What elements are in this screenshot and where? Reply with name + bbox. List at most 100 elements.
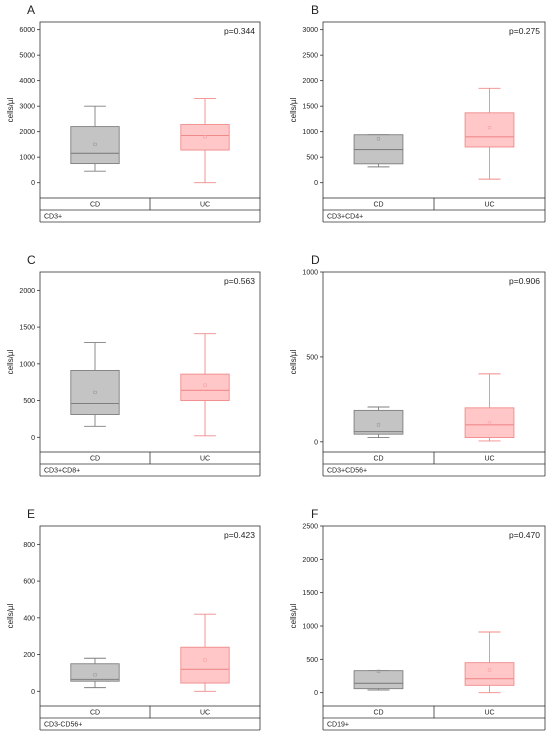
group-label: CD3+: [44, 214, 62, 221]
y-tick-label: 1000: [19, 155, 35, 162]
box-cd: [353, 134, 404, 168]
plot-frame: [39, 271, 261, 453]
box-uc: [180, 333, 230, 437]
iqr-box: [180, 373, 230, 402]
y-tick-label: 3000: [302, 27, 318, 34]
category-label-uc: UC: [484, 710, 494, 717]
box-uc: [464, 373, 515, 442]
iqr-box: [353, 670, 404, 690]
plot-frame: [39, 21, 261, 199]
mean-marker: [93, 142, 97, 147]
panel-letter: F: [311, 507, 318, 521]
y-tick-label: 1500: [302, 590, 318, 597]
category-label-uc: UC: [200, 456, 210, 463]
y-tick-label: 0: [314, 180, 318, 187]
y-tick-label: 0: [314, 439, 318, 446]
category-label-uc: UC: [200, 202, 210, 209]
mean-marker: [93, 390, 97, 395]
y-tick-label: 1500: [302, 104, 318, 111]
group-label: CD3+CD8+: [44, 468, 80, 475]
panel-a: A 0 1000 2000 3000 4000 5000 6000 cells/µl p=0.34…: [6, 3, 261, 223]
p-value: p=0.563: [224, 276, 255, 286]
iqr-box: [70, 126, 120, 165]
panel-letter: A: [27, 3, 35, 17]
category-label-cd: CD: [373, 202, 383, 209]
y-tick-label: 2500: [302, 524, 318, 531]
box-uc: [464, 87, 515, 180]
y-tick-label: 1500: [19, 325, 35, 332]
mean-marker: [487, 126, 492, 130]
box-cd: [70, 657, 120, 689]
category-label-cd: CD: [90, 456, 100, 463]
category-label-cd: CD: [373, 456, 383, 463]
y-tick-label: 500: [306, 155, 318, 162]
y-tick-label: 0: [31, 180, 35, 187]
y-axis-label: cells/µl: [289, 349, 298, 374]
y-tick-label: 1000: [302, 624, 318, 631]
iqr-box: [180, 646, 230, 684]
box-cd: [70, 342, 120, 427]
box-cd: [353, 406, 404, 439]
p-value: p=0.344: [224, 26, 255, 36]
group-label: CD19+: [327, 722, 349, 729]
group-label: CD3+CD4+: [327, 214, 363, 221]
panel-c: C 0 500 1000 1500 2000 cells/µl p=0.563 CD UC CD3+…: [6, 253, 261, 477]
panel-letter: D: [311, 253, 320, 267]
box-uc: [464, 631, 515, 694]
y-tick-label: 3000: [19, 104, 35, 111]
y-tick-label: 500: [306, 657, 318, 664]
category-label-uc: UC: [484, 202, 494, 209]
y-tick-label: 2000: [19, 129, 35, 136]
y-axis-label: cells/µl: [289, 603, 298, 628]
panel-letter: C: [27, 253, 36, 267]
panel-b: B 0 500 1000 1500 2000 2500 3000 cells/µl p=0.275…: [289, 3, 546, 223]
y-tick-label: 2000: [302, 557, 318, 564]
y-tick-label: 200: [23, 652, 35, 659]
category-label-uc: UC: [484, 456, 494, 463]
y-tick-label: 0: [314, 690, 318, 697]
y-tick-label: 6000: [19, 27, 35, 34]
category-label-cd: CD: [90, 202, 100, 209]
y-tick-label: 400: [23, 615, 35, 622]
mean-marker: [203, 383, 207, 387]
y-tick-label: 1000: [302, 129, 318, 136]
p-value: p=0.423: [224, 530, 255, 540]
category-label-uc: UC: [200, 710, 210, 717]
category-label-cd: CD: [90, 710, 100, 717]
y-tick-label: 600: [23, 579, 35, 586]
panel-d: D 0 500 1000 cells/µl p=0.906 CD UC CD3+CD56+: [289, 253, 546, 477]
y-tick-label: 500: [23, 398, 35, 405]
iqr-box: [70, 663, 120, 682]
box-cd: [353, 669, 404, 691]
box-uc: [180, 613, 230, 692]
y-tick-label: 1000: [19, 361, 35, 368]
y-tick-label: 5000: [19, 53, 35, 60]
panel-letter: B: [311, 3, 319, 17]
y-tick-label: 2500: [302, 53, 318, 60]
y-tick-label: 0: [31, 435, 35, 442]
y-axis-label: cells/µl: [6, 97, 15, 122]
mean-marker: [203, 135, 207, 139]
y-tick-label: 500: [306, 354, 318, 361]
plot-frame: [322, 21, 546, 199]
y-tick-label: 1000: [302, 270, 318, 277]
panel-letter: E: [27, 507, 35, 521]
p-value: p=0.906: [509, 276, 540, 286]
category-label-cd: CD: [373, 710, 383, 717]
mean-marker: [376, 669, 381, 673]
y-tick-label: 2000: [302, 78, 318, 85]
box-uc: [180, 98, 230, 184]
mean-marker: [487, 668, 492, 672]
iqr-box: [353, 409, 404, 435]
group-label: CD3-CD56+: [44, 722, 82, 729]
box-cd: [70, 105, 120, 172]
y-tick-label: 0: [31, 689, 35, 696]
y-tick-label: 4000: [19, 78, 35, 85]
y-tick-label: 2000: [19, 288, 35, 295]
p-value: p=0.470: [509, 530, 540, 540]
y-axis-label: cells/µl: [6, 349, 15, 374]
panel-f: F 0 500 1000 1500 2000 2500 cells/µl p=0.470 CD UC…: [289, 507, 546, 731]
group-label: CD3+CD56+: [327, 468, 367, 475]
iqr-box: [180, 124, 230, 151]
